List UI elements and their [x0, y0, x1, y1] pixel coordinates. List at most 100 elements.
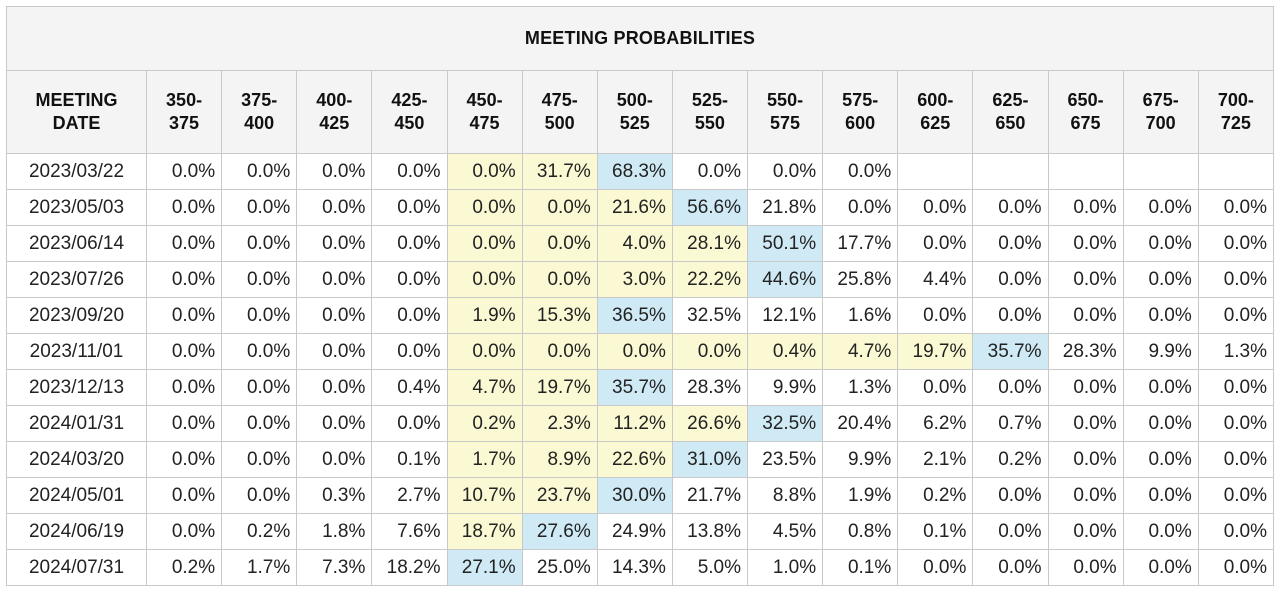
column-header-range: 450- 475 [446, 70, 523, 154]
probability-cell: 25.0% [521, 549, 598, 586]
probability-cell: 4.7% [446, 369, 523, 406]
probability-cell: 9.9% [746, 369, 824, 406]
probability-cell: 0.1% [371, 441, 448, 478]
probability-cell: 0.0% [1197, 405, 1275, 442]
table-title: MEETING PROBABILITIES [6, 6, 1274, 71]
table-row: 2023/11/01 0.0% 0.0% 0.0% 0.0% 0.0% 0.0% 0.0% 0.… [6, 333, 1275, 370]
probability-cell: 0.0% [371, 333, 448, 370]
probability-cell: 0.0% [1122, 261, 1199, 298]
probability-cell: 28.1% [671, 225, 749, 262]
probability-cell: 0.0% [221, 153, 298, 190]
probability-cell: 14.3% [596, 549, 673, 586]
header-line: 400- [316, 90, 353, 110]
probability-table: MEETING PROBABILITIES MEETING DATE 350- 3… [6, 6, 1275, 586]
probability-cell: 0.0% [897, 369, 974, 406]
probability-cell: 0.0% [446, 189, 523, 226]
header-line: 625- [992, 90, 1029, 110]
probability-cell: 0.2% [446, 405, 523, 442]
probability-cell: 0.0% [897, 225, 974, 262]
probability-cell: 13.8% [671, 513, 749, 550]
column-header-range: 650- 675 [1047, 70, 1124, 154]
header-line: 425- [391, 90, 428, 110]
probability-cell: 0.0% [1047, 441, 1124, 478]
probability-cell: 22.6% [596, 441, 673, 478]
probability-cell: 0.7% [972, 405, 1049, 442]
probability-cell: 0.0% [1047, 369, 1124, 406]
probability-cell: 0.0% [1047, 189, 1124, 226]
probability-cell: 11.2% [596, 405, 673, 442]
probability-cell: 18.7% [446, 513, 523, 550]
probability-cell: 0.0% [371, 225, 448, 262]
probability-cell: 0.0% [1047, 405, 1124, 442]
probability-cell: 10.7% [446, 477, 523, 514]
probability-cell: 0.0% [221, 225, 298, 262]
probability-cell: 0.0% [972, 225, 1049, 262]
probability-cell: 0.0% [521, 333, 598, 370]
probability-cell: 0.0% [972, 369, 1049, 406]
meeting-date-cell: 2023/12/13 [6, 369, 147, 406]
probability-cell: 0.0% [296, 369, 373, 406]
table-row: 2023/09/20 0.0% 0.0% 0.0% 0.0% 1.9% 15.3% 36.5%… [6, 297, 1275, 334]
probability-cell: 0.0% [1047, 513, 1124, 550]
probability-cell: 0.0% [221, 189, 298, 226]
table-body: 2023/03/22 0.0% 0.0% 0.0% 0.0% 0.0% 31.7% 68.3%… [6, 153, 1275, 586]
column-header-range: 625- 650 [972, 70, 1049, 154]
table-row: 2023/12/13 0.0% 0.0% 0.0% 0.4% 4.7% 19.7% 35.7%… [6, 369, 1275, 406]
header-line: 700- [1217, 90, 1254, 110]
probability-cell: 4.7% [822, 333, 899, 370]
probability-cell: 0.0% [296, 297, 373, 334]
probability-cell: 0.0% [1122, 477, 1199, 514]
probability-cell: 0.0% [1122, 297, 1199, 334]
probability-cell: 0.2% [221, 513, 298, 550]
probability-cell: 0.0% [371, 153, 448, 190]
probability-cell: 0.0% [446, 153, 523, 190]
probability-cell: 0.0% [1047, 261, 1124, 298]
header-line: 600- [917, 90, 954, 110]
table-row: 2024/05/01 0.0% 0.0% 0.3% 2.7% 10.7% 23.7% 30.0… [6, 477, 1275, 514]
header-line: 525- [691, 90, 728, 110]
probability-cell: 0.0% [1122, 405, 1199, 442]
meeting-date-cell: 2024/07/31 [6, 549, 147, 586]
probability-cell: 12.1% [746, 297, 824, 334]
probability-cell: 0.0% [145, 477, 223, 514]
probability-cell: 0.0% [972, 189, 1049, 226]
column-header-range: 500- 525 [596, 70, 673, 154]
probability-cell: 25.8% [822, 261, 899, 298]
probability-cell: 0.0% [221, 297, 298, 334]
probability-cell: 8.8% [746, 477, 824, 514]
probability-cell: 0.0% [972, 513, 1049, 550]
probability-cell: 0.0% [145, 513, 223, 550]
probability-cell: 0.0% [1122, 513, 1199, 550]
probability-cell: 0.0% [972, 297, 1049, 334]
probability-cell: 0.0% [296, 441, 373, 478]
probability-cell: 1.9% [446, 297, 523, 334]
header-line: 525 [619, 113, 650, 133]
probability-cell: 9.9% [822, 441, 899, 478]
probability-cell: 0.0% [1122, 369, 1199, 406]
probability-cell: 0.0% [1197, 189, 1275, 226]
probability-cell: 44.6% [746, 261, 824, 298]
probability-cell: 0.0% [446, 225, 523, 262]
meeting-date-cell: 2024/06/19 [6, 513, 147, 550]
probability-cell: 0.0% [1197, 477, 1275, 514]
probability-cell: 30.0% [596, 477, 673, 514]
probability-cell: 19.7% [521, 369, 598, 406]
header-line: MEETING [35, 90, 118, 110]
probability-cell: 0.0% [296, 153, 373, 190]
table-row: 2023/05/03 0.0% 0.0% 0.0% 0.0% 0.0% 0.0% 21.6% 5… [6, 189, 1275, 226]
probability-cell: 0.4% [746, 333, 824, 370]
probability-cell: 0.0% [145, 369, 223, 406]
probability-cell: 0.0% [1122, 189, 1199, 226]
header-line: 575 [770, 113, 801, 133]
probability-cell [897, 153, 974, 190]
probability-cell: 28.3% [671, 369, 749, 406]
probability-cell: 0.0% [1047, 477, 1124, 514]
meeting-date-cell: 2023/11/01 [6, 333, 147, 370]
probability-cell: 0.0% [1122, 549, 1199, 586]
probability-cell: 0.0% [1197, 369, 1275, 406]
column-header-range: 425- 450 [371, 70, 448, 154]
probability-cell: 28.3% [1047, 333, 1124, 370]
probability-cell: 32.5% [746, 405, 824, 442]
probability-cell: 2.3% [521, 405, 598, 442]
probability-cell: 0.2% [897, 477, 974, 514]
